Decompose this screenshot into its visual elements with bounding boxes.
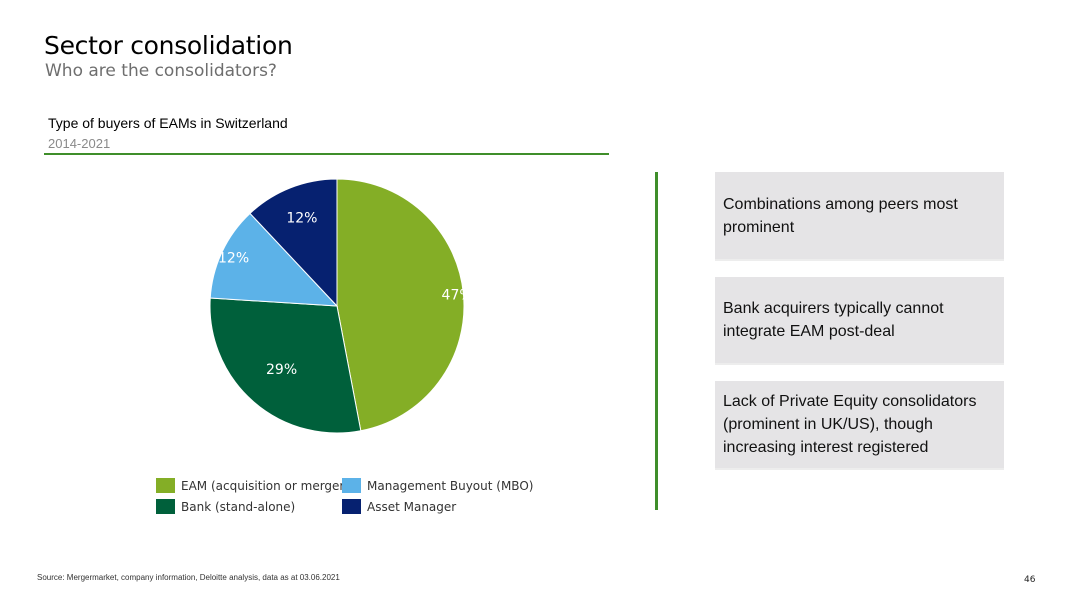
legend-item-eam: EAM (acquisition or merger): [156, 478, 349, 493]
legend-item-bank: Bank (stand-alone): [156, 499, 295, 514]
page-subtitle: Who are the consolidators?: [45, 61, 277, 81]
legend-label-bank: Bank (stand-alone): [181, 499, 296, 514]
legend-label-mbo: Management Buyout (MBO): [367, 478, 534, 493]
chart-header-rule: [44, 153, 609, 155]
pie-slice-3: [249, 178, 338, 308]
legend-item-mbo: Management Buyout (MBO): [342, 478, 533, 493]
legend-label-asset-manager: Asset Manager: [367, 499, 457, 514]
pie-label-1: 29%: [266, 362, 297, 378]
chart-legend: EAM (acquisition or merger) Management B…: [156, 478, 556, 522]
callout-text: Combinations among peers most prominent: [723, 195, 958, 236]
pie-label-3: 12%: [286, 210, 317, 226]
callout-text: Lack of Private Equity consolidators (pr…: [723, 393, 977, 456]
source-footnote: Source: Mergermarket, company informatio…: [37, 573, 340, 582]
page-number: 46: [1024, 575, 1036, 585]
chart-period: 2014-2021: [48, 136, 111, 151]
callout-peer-combinations: Combinations among peers most prominent: [715, 172, 1004, 261]
pie-label-0: 47%: [442, 288, 473, 304]
pie-slice-2: [209, 212, 339, 307]
legend-label-eam: EAM (acquisition or merger): [181, 478, 350, 493]
chart-title: Type of buyers of EAMs in Switzerland: [48, 115, 288, 131]
pie-slice-1: [209, 297, 362, 434]
legend-swatch-bank: [156, 499, 175, 514]
legend-item-asset-manager: Asset Manager: [342, 499, 456, 514]
callout-private-equity: Lack of Private Equity consolidators (pr…: [715, 381, 1004, 470]
pie-label-2: 12%: [218, 250, 249, 266]
vertical-divider: [655, 172, 658, 510]
callout-bank-acquirers: Bank acquirers typically cannot integrat…: [715, 277, 1004, 365]
legend-swatch-mbo: [342, 478, 361, 493]
pie-slice-0: [336, 178, 465, 432]
page-title: Sector consolidation: [44, 31, 293, 60]
legend-swatch-asset-manager: [342, 499, 361, 514]
callout-text: Bank acquirers typically cannot integrat…: [723, 300, 944, 340]
legend-swatch-eam: [156, 478, 175, 493]
